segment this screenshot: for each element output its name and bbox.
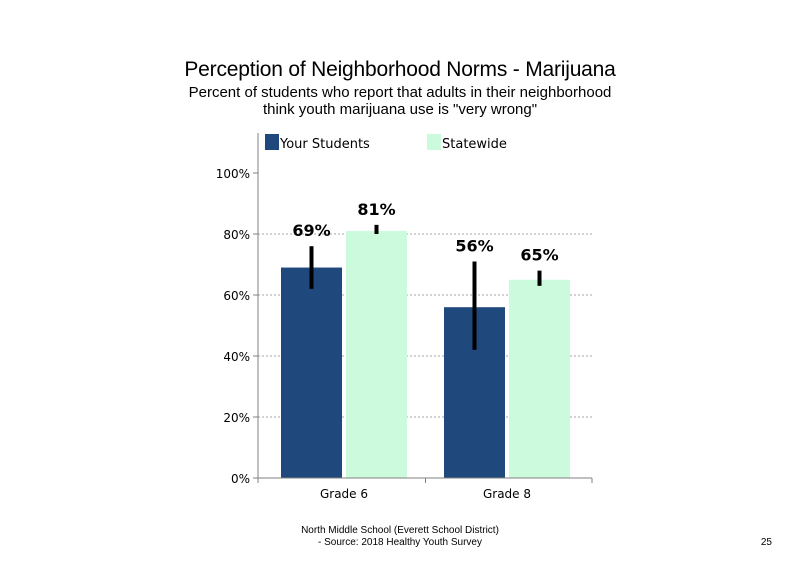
y-tick-label: 60% [223, 289, 250, 303]
bar-statewide [346, 230, 407, 478]
x-tick-label: Grade 6 [320, 487, 368, 501]
data-label: 69% [292, 221, 330, 240]
data-label: 56% [455, 236, 493, 255]
y-tick-label: 100% [216, 167, 250, 181]
data-label: 65% [520, 246, 558, 265]
subtitle-line-1: Percent of students who report that adul… [188, 84, 612, 101]
footer: North Middle School (Everett School Dist… [250, 525, 550, 549]
footer-source: - Source: 2018 Healthy Youth Survey [318, 537, 482, 548]
subtitle-line-2: think youth marijuana use is "very wrong… [262, 101, 538, 118]
y-tick-label: 40% [223, 350, 250, 364]
bar-your-students [281, 267, 342, 478]
x-tick-label: Grade 8 [483, 487, 531, 501]
legend-label: Statewide [442, 137, 507, 152]
footer-school: North Middle School (Everett School Dist… [301, 525, 499, 536]
data-label: 81% [357, 200, 395, 219]
legend-swatch [265, 134, 279, 150]
chart-subtitle: Percent of students who report that adul… [150, 84, 650, 118]
y-tick-label: 0% [231, 472, 250, 486]
y-tick-label: 20% [223, 411, 250, 425]
bar-statewide [509, 279, 570, 478]
legend-swatch [427, 134, 441, 150]
chart-title: Perception of Neighborhood Norms - Marij… [184, 58, 616, 81]
page-number: 25 [760, 537, 772, 548]
y-tick-label: 80% [223, 228, 250, 242]
legend-label: Your Students [279, 137, 370, 152]
